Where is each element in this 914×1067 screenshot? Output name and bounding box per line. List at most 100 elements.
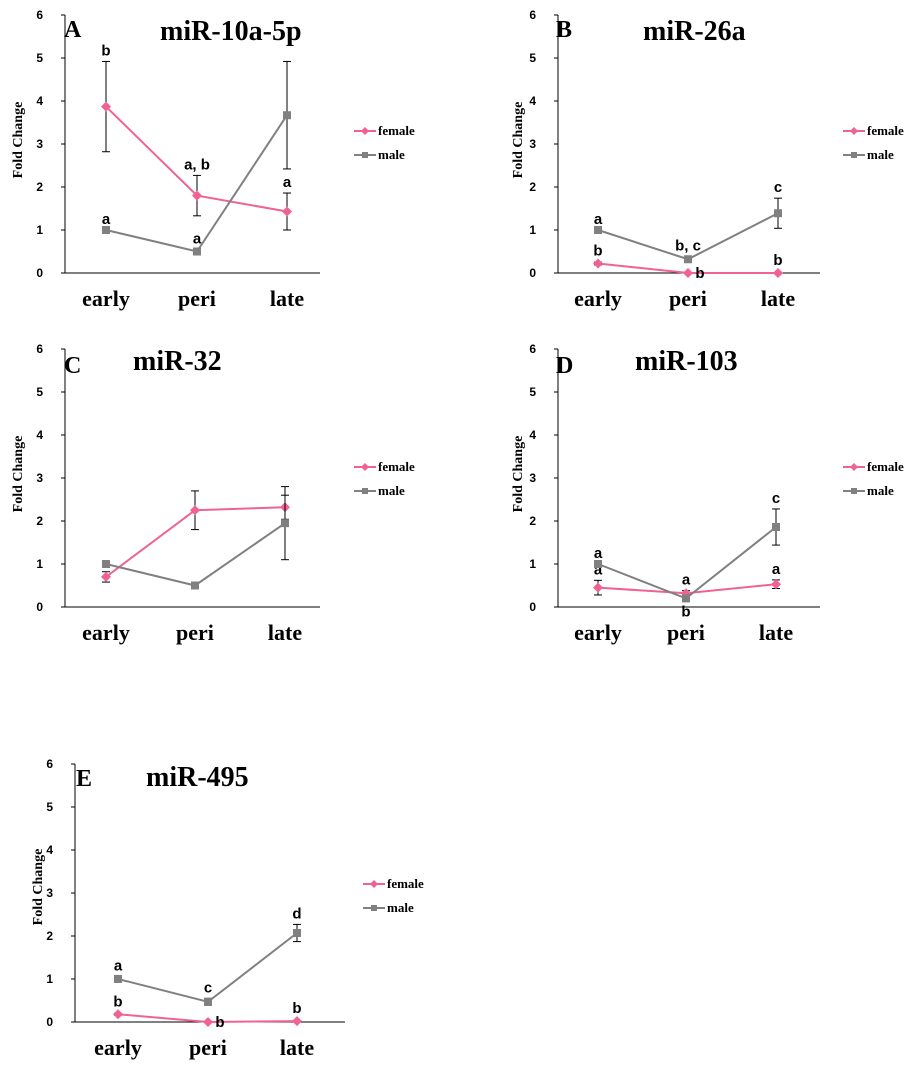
data-point-male: [682, 594, 690, 603]
data-point-female: [282, 206, 292, 217]
legend-marker-male: [362, 152, 368, 158]
significance-label: a: [772, 561, 781, 578]
x-tick-label: peri: [669, 286, 707, 311]
legend-marker-female: [850, 127, 858, 135]
legend-label-female: female: [378, 459, 415, 474]
y-tick-label: 1: [529, 223, 536, 237]
chart-panel-d: 0 1 2 3 4 5 6 early peri late Fold Change D miR-103 a…: [511, 342, 904, 645]
y-axis-label: Fold Change: [511, 102, 526, 179]
significance-label: b: [101, 42, 110, 59]
y-tick-label: 6: [36, 342, 43, 356]
data-point-female: [101, 571, 111, 582]
x-tick-label: late: [280, 1035, 314, 1060]
significance-label: c: [774, 179, 782, 196]
legend-marker-male: [851, 488, 857, 494]
y-tick-label: 5: [36, 51, 43, 65]
legend-label-female: female: [378, 123, 415, 138]
data-point-female: [192, 190, 202, 201]
data-point-female: [593, 582, 603, 593]
legend-label-female: female: [387, 876, 424, 891]
chart-title: miR-32: [133, 346, 222, 377]
y-tick-label: 5: [36, 385, 43, 399]
significance-label: b: [215, 1014, 224, 1031]
y-tick-label: 2: [529, 514, 536, 528]
y-tick-label: 4: [36, 428, 43, 442]
chart-title: miR-495: [146, 762, 249, 793]
significance-label: a: [193, 230, 202, 247]
chart-panel-c: 0 1 2 3 4 5 6 early peri late Fold Change C miR-32 fe…: [11, 342, 415, 645]
y-tick-label: 4: [36, 94, 43, 108]
data-point-female: [593, 258, 603, 269]
legend-label-male: male: [378, 483, 405, 498]
data-point-male: [281, 519, 289, 528]
y-tick-label: 3: [529, 137, 536, 151]
significance-label: a: [682, 572, 691, 589]
significance-label: b: [113, 993, 122, 1010]
legend-label-female: female: [867, 459, 904, 474]
y-tick-label: 6: [529, 8, 536, 22]
x-tick-label: early: [574, 620, 622, 645]
significance-label: b: [292, 1000, 301, 1017]
significance-label: b: [593, 243, 602, 260]
y-tick-label: 3: [529, 471, 536, 485]
panel-letter: B: [556, 17, 572, 43]
significance-label: a: [283, 174, 292, 191]
y-tick-label: 0: [529, 266, 536, 280]
data-point-male: [283, 111, 291, 120]
legend-marker-female: [361, 127, 369, 135]
x-tick-label: late: [761, 286, 795, 311]
data-point-female: [292, 1016, 302, 1027]
data-point-male: [102, 560, 110, 568]
data-point-male: [114, 975, 122, 983]
y-tick-label: 3: [36, 471, 43, 485]
y-tick-label: 4: [46, 843, 53, 857]
y-tick-label: 3: [46, 886, 53, 900]
x-tick-label: peri: [189, 1035, 227, 1060]
legend-label-female: female: [867, 123, 904, 138]
y-tick-label: 6: [46, 757, 53, 771]
chart-panel-b: 0 1 2 3 4 5 6 early peri late Fold Change B miR-26a b…: [511, 8, 904, 311]
data-point-male: [684, 255, 692, 264]
chart-title: miR-26a: [643, 16, 746, 47]
y-tick-label: 0: [36, 600, 43, 614]
panel-letter: E: [76, 766, 92, 792]
panel-letter: C: [64, 353, 81, 379]
significance-label: a, b: [184, 156, 210, 173]
x-tick-label: peri: [178, 286, 216, 311]
significance-label: d: [292, 905, 301, 922]
y-tick-label: 5: [529, 51, 536, 65]
legend-marker-male: [371, 905, 377, 911]
data-point-male: [594, 560, 602, 568]
chart-title: miR-10a-5p: [160, 16, 302, 47]
data-point-female: [190, 505, 200, 516]
data-point-male: [102, 226, 110, 234]
x-tick-label: early: [82, 620, 130, 645]
significance-label: a: [594, 211, 603, 228]
significance-label: b: [695, 265, 704, 282]
y-axis-label: Fold Change: [11, 436, 26, 513]
significance-label: a: [102, 211, 111, 228]
y-tick-label: 2: [46, 929, 53, 943]
x-tick-label: peri: [176, 620, 214, 645]
data-point-male: [204, 997, 212, 1006]
y-axis-label: Fold Change: [31, 849, 46, 926]
legend-label-male: male: [867, 483, 894, 498]
series-line-male: [105, 522, 286, 587]
y-tick-label: 1: [46, 972, 53, 986]
y-tick-label: 0: [36, 266, 43, 280]
chart-title: miR-103: [635, 346, 738, 377]
panel-letter: A: [64, 17, 82, 43]
legend-marker-female: [370, 880, 378, 888]
significance-label: c: [204, 979, 212, 996]
legend-label-male: male: [387, 900, 414, 915]
x-tick-label: early: [574, 286, 622, 311]
y-tick-label: 6: [529, 342, 536, 356]
data-point-female: [113, 1009, 123, 1020]
panel-letter: D: [556, 353, 573, 379]
data-point-male: [293, 928, 301, 937]
y-tick-label: 4: [529, 428, 536, 442]
significance-label: a: [114, 957, 123, 974]
chart-panel-e: 0 1 2 3 4 5 6 early peri late Fold Change E miR-495 b…: [31, 757, 424, 1060]
y-tick-label: 5: [529, 385, 536, 399]
